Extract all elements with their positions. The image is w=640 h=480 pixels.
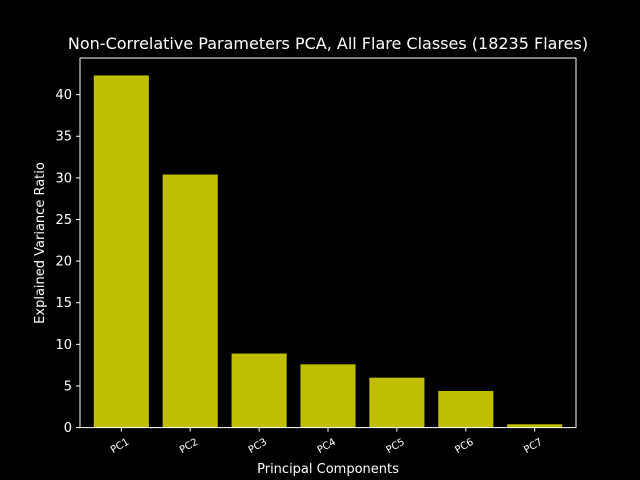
- y-axis: 0 5 10 15 20 25 30 35 40: [55, 88, 80, 436]
- y-tick-label: 0: [64, 421, 72, 436]
- y-tick-label: 20: [55, 255, 72, 270]
- x-tick-label: PC5: [384, 437, 406, 456]
- bar-pc4: [300, 364, 356, 428]
- bar-pc2: [162, 174, 218, 428]
- x-tick-label: PC1: [109, 437, 131, 456]
- x-tick-label: PC3: [247, 437, 269, 456]
- y-tick-label: 40: [55, 88, 72, 103]
- x-tick-label: PC2: [178, 437, 200, 456]
- y-tick-label: 5: [64, 379, 72, 394]
- bars-group: [93, 75, 563, 428]
- y-tick-label: 10: [55, 338, 72, 353]
- x-axis-label: Principal Components: [257, 462, 399, 477]
- bar-pc3: [231, 353, 287, 428]
- bar-pc1: [93, 75, 149, 428]
- y-tick-label: 15: [55, 296, 72, 311]
- bar-pc5: [369, 377, 425, 428]
- x-tick-label: PC7: [522, 437, 544, 456]
- chart-title: Non-Correlative Parameters PCA, All Flar…: [68, 34, 588, 53]
- x-tick-label: PC6: [453, 437, 475, 456]
- bar-pc7: [507, 424, 563, 428]
- bar-pc6: [438, 390, 494, 428]
- y-tick-label: 30: [55, 171, 72, 186]
- x-axis: PC1 PC2 PC3 PC4 PC5 PC6 PC7: [109, 427, 545, 456]
- x-tick-label: PC4: [316, 437, 338, 456]
- y-axis-label: Explained Variance Ratio: [33, 162, 48, 324]
- y-tick-label: 25: [55, 213, 72, 228]
- y-tick-label: 35: [55, 130, 72, 145]
